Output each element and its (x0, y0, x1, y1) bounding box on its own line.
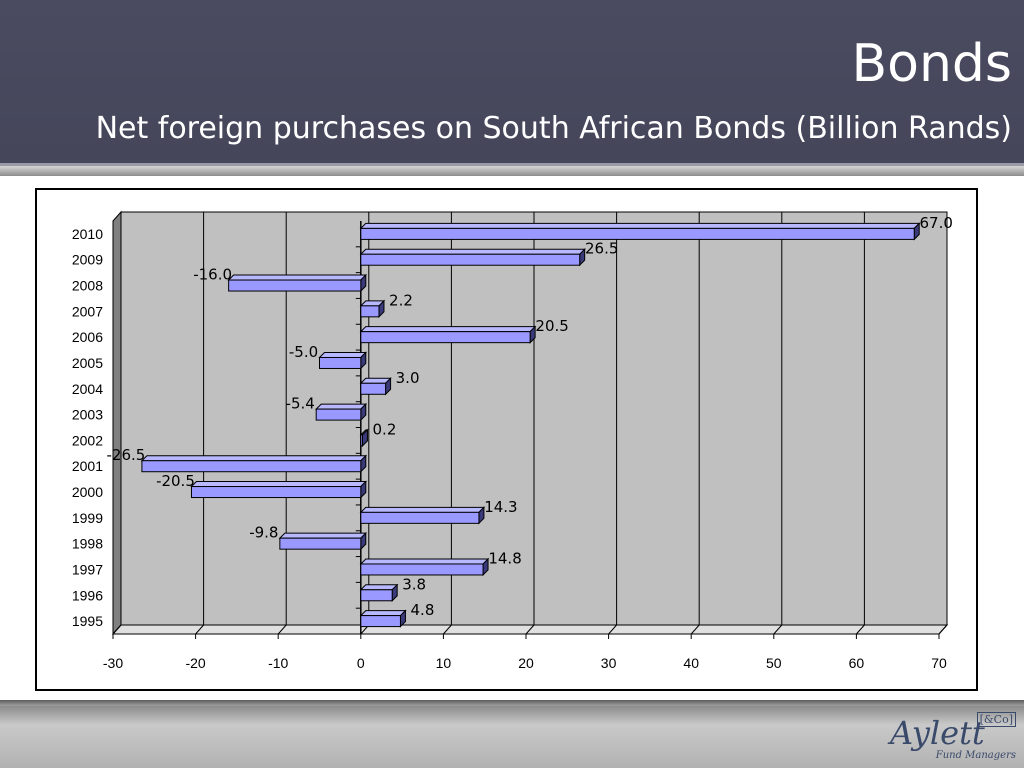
x-tick-label: 60 (849, 655, 865, 671)
data-label: 2.2 (389, 291, 413, 309)
y-tick-label: 2006 (72, 329, 103, 345)
bar (360, 589, 393, 602)
bar (319, 356, 362, 369)
y-tick-label: 1999 (72, 510, 103, 526)
x-tick-label: 30 (601, 655, 617, 671)
bar (315, 408, 362, 421)
bar (360, 331, 531, 344)
y-tick-label: 1996 (72, 587, 103, 603)
data-label: -16.0 (193, 266, 232, 284)
gridline-floor (773, 624, 783, 635)
bar-top-face (318, 351, 368, 358)
bar (190, 486, 362, 499)
y-tick-label: 1997 (72, 561, 103, 577)
data-label: 3.8 (402, 575, 426, 593)
slide-header: Bonds Net foreign purchases on South Afr… (0, 0, 1024, 166)
data-label: -5.0 (289, 343, 318, 361)
bar (360, 382, 387, 395)
x-tick-label: 10 (436, 655, 452, 671)
bar-top-face (359, 222, 921, 229)
bar-top-face (227, 274, 368, 281)
x-tick-label: -30 (103, 655, 123, 671)
bar-top-face (359, 584, 399, 591)
y-tick-label: 2007 (72, 303, 103, 319)
bar-top-face (359, 558, 490, 565)
data-label: 14.3 (484, 498, 517, 516)
x-tick-label: 40 (683, 655, 699, 671)
x-tick-label: 50 (766, 655, 782, 671)
bar (228, 279, 362, 292)
y-tick-label: 2004 (72, 381, 103, 397)
y-tick-label: 2010 (72, 226, 103, 242)
gridline-floor (443, 624, 452, 635)
bar (360, 434, 363, 447)
y-tick-label: 2008 (72, 278, 103, 294)
x-tick-label: -20 (185, 655, 205, 671)
data-label: 4.8 (411, 601, 435, 619)
x-tick-label: 70 (931, 655, 947, 671)
logo-tagline: Fund Managers (935, 750, 1016, 761)
logo-badge: [&Co] (976, 712, 1016, 727)
data-label: 20.5 (535, 317, 568, 335)
bar (360, 563, 484, 576)
data-label: 3.0 (396, 369, 420, 387)
data-label: -26.5 (107, 446, 146, 464)
data-label: -9.8 (249, 524, 278, 542)
bar (360, 227, 915, 240)
bar-top-face (359, 326, 537, 333)
y-tick-label: 1998 (72, 536, 103, 552)
y-tick-label: 2003 (72, 407, 103, 423)
data-label: -5.4 (286, 395, 315, 413)
bar (360, 615, 401, 628)
slide-title: Bonds (851, 34, 1012, 94)
data-label: 0.2 (373, 420, 397, 438)
bar (141, 460, 362, 473)
data-label: 67.0 (920, 214, 953, 232)
y-tick-label: 2005 (72, 355, 103, 371)
company-logo: Aylett [&Co] Fund Managers (890, 710, 1018, 764)
bar (279, 537, 362, 550)
slide-subtitle: Net foreign purchases on South African B… (95, 111, 1012, 146)
bar (360, 253, 581, 266)
data-label: -20.5 (156, 472, 195, 490)
bar-top-face (140, 455, 368, 462)
bar-top-face (359, 248, 586, 255)
bar (360, 511, 480, 524)
x-tick-label: 20 (518, 655, 534, 671)
y-tick-label: 2009 (72, 252, 103, 268)
gridline-floor (112, 624, 122, 635)
y-tick-label: 2000 (72, 484, 103, 500)
gridline-floor (525, 624, 535, 635)
x-tick-label: -10 (268, 655, 288, 671)
logo-name: Aylett (890, 714, 985, 752)
chart-frame: -30 -20 -10 0 10 20 30 40 50 60 70 1995 4.8 1996 3.8 19… (35, 188, 978, 691)
plot-side-wall (112, 210, 122, 636)
gridline-floor (277, 624, 287, 635)
gridline-floor (938, 624, 948, 635)
data-label: 14.8 (488, 549, 521, 567)
gridline-floor (195, 624, 204, 635)
footer-divider (0, 700, 1024, 706)
gridline-floor (690, 624, 700, 635)
bar-top-face (359, 610, 407, 617)
header-divider (0, 166, 1024, 176)
gridline-floor (608, 624, 617, 635)
y-tick-label: 2002 (72, 432, 103, 448)
bar-top-face (190, 481, 368, 488)
data-label: 26.5 (585, 240, 618, 258)
bar-top-face (314, 403, 368, 410)
y-tick-label: 2001 (72, 458, 103, 474)
slide-footer (0, 706, 1024, 768)
gridline-floor (856, 624, 865, 635)
bar-top-face (359, 506, 486, 513)
x-tick-label: 0 (357, 655, 365, 671)
y-tick-label: 1995 (72, 613, 103, 629)
bar (360, 305, 380, 318)
bar-top-face (278, 532, 368, 539)
bar-chart: -30 -20 -10 0 10 20 30 40 50 60 70 1995 4.8 1996 3.8 19… (72, 210, 953, 671)
